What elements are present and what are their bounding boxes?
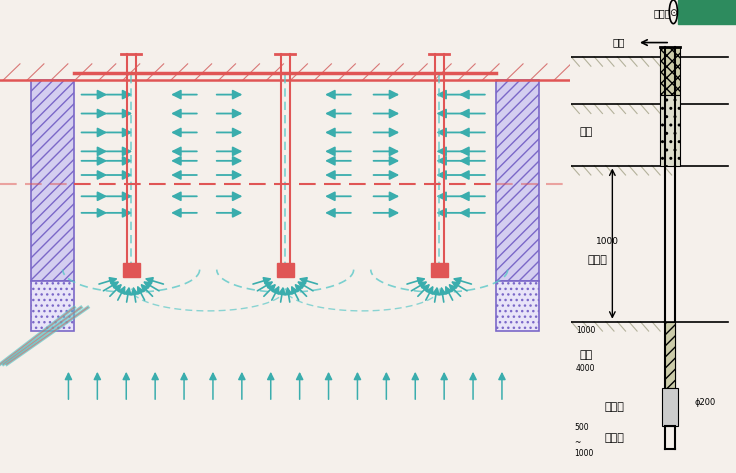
Text: 沉砂管: 沉砂管 — [604, 432, 624, 443]
Text: 1000: 1000 — [596, 236, 619, 246]
Text: 500: 500 — [574, 423, 589, 432]
Bar — [679, 0, 736, 24]
Bar — [431, 263, 447, 277]
Text: ⊙: ⊙ — [669, 8, 677, 18]
Bar — [496, 80, 539, 281]
Bar — [277, 263, 294, 277]
Bar — [660, 95, 680, 166]
Bar — [32, 80, 74, 281]
Text: ϕ200: ϕ200 — [695, 397, 716, 407]
Bar — [496, 281, 539, 331]
Text: 1000: 1000 — [574, 449, 594, 458]
Text: 1000: 1000 — [576, 326, 595, 335]
Text: 抽真空: 抽真空 — [654, 8, 671, 18]
Text: 潜水泵: 潜水泵 — [604, 402, 624, 412]
Bar — [662, 388, 679, 426]
Text: 抽水: 抽水 — [612, 37, 625, 48]
Bar — [32, 281, 74, 331]
Text: 填粗砂: 填粗砂 — [587, 255, 607, 265]
Bar — [665, 322, 675, 388]
Text: 滤管: 滤管 — [579, 350, 592, 360]
Text: 滤管: 滤管 — [579, 127, 592, 138]
Text: 4000: 4000 — [576, 364, 595, 373]
Bar — [660, 47, 680, 95]
Text: ~: ~ — [574, 438, 581, 447]
Bar — [123, 263, 140, 277]
